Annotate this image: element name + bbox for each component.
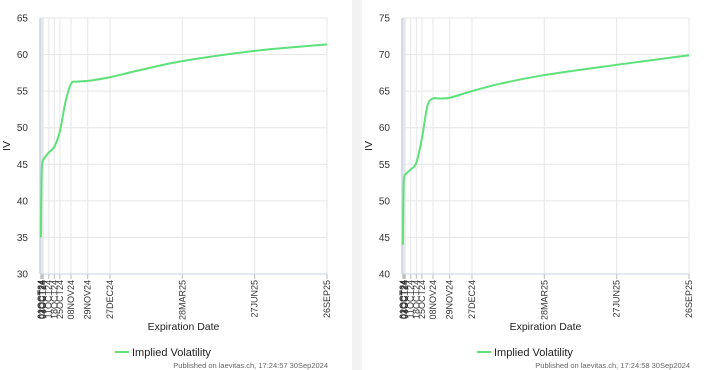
x-tick-label: 01OCT24 xyxy=(36,280,46,319)
x-tick-label: 29NOV24 xyxy=(83,280,93,320)
plot-area xyxy=(402,18,689,274)
x-tick-label: 03OCT24 xyxy=(37,280,47,319)
x-tick-label: 02OCT24 xyxy=(37,280,47,319)
y-tick-label: 50 xyxy=(379,196,391,207)
y-tick-label: 75 xyxy=(379,14,391,25)
y-tick-label: 35 xyxy=(17,233,29,244)
x-tick-label: 18OCT24 xyxy=(49,280,59,319)
x-tick-label: 27DEC24 xyxy=(467,280,477,319)
y-axis-title: IV xyxy=(1,141,13,151)
y-tick-label: 65 xyxy=(379,87,391,98)
x-tick-label: 04OCT24 xyxy=(400,280,410,319)
y-tick-label: 55 xyxy=(17,87,29,98)
x-tick-label: 27DEC24 xyxy=(105,280,115,319)
y-tick-label: 45 xyxy=(379,233,391,244)
y-tick-label: 55 xyxy=(379,160,391,171)
y-tick-label: 50 xyxy=(17,123,29,134)
x-tick-label: 29NOV24 xyxy=(445,280,455,320)
y-tick-label: 60 xyxy=(379,123,391,134)
x-tick-label: 28MAR25 xyxy=(539,280,549,320)
x-tick-label: 02OCT24 xyxy=(399,280,409,319)
y-tick-label: 65 xyxy=(17,14,29,25)
legend-label[interactable]: Implied Volatility xyxy=(494,347,573,359)
x-tick-label: 27JUN25 xyxy=(250,280,260,318)
iv-chart-left: 30 35 40 45 50 55 60 65 01OCT2402OCT2403OCT2404O… xyxy=(1,14,332,370)
x-axis-title: Expiration Date xyxy=(148,321,220,333)
x-axis-title: Expiration Date xyxy=(510,321,582,333)
x-tick-label: 18OCT24 xyxy=(411,280,421,319)
iv-chart-right: 40 45 50 55 60 65 70 75 01OCT2402OCT2403OCT2404O… xyxy=(363,14,694,370)
x-tick-label: 25OCT24 xyxy=(417,280,427,319)
x-tick-label: 08NOV24 xyxy=(66,280,76,320)
x-tick-label: 01OCT24 xyxy=(398,280,408,319)
y-tick-label: 60 xyxy=(17,50,29,61)
y-tick-label: 40 xyxy=(17,196,29,207)
x-tick-label: 26SEP25 xyxy=(322,280,332,318)
x-tick-label: 27JUN25 xyxy=(612,280,622,318)
y-tick-label: 40 xyxy=(379,270,391,281)
x-tick-label: 26SEP25 xyxy=(684,280,694,318)
panel-divider xyxy=(352,0,362,370)
x-tick-label: 28MAR25 xyxy=(177,280,187,320)
series-line-implied-volatility[interactable] xyxy=(401,54,690,245)
plot-area xyxy=(40,18,327,274)
y-tick-label: 45 xyxy=(17,160,29,171)
published-credit: Published on laevitas.ch, 17:24:57 30Sep… xyxy=(173,361,328,370)
x-tick-label: 11OCT24 xyxy=(44,280,54,318)
y-tick-label: 30 xyxy=(17,270,29,281)
legend-label[interactable]: Implied Volatility xyxy=(132,347,211,359)
x-tick-label: 04OCT24 xyxy=(38,280,48,319)
x-tick-label: 03OCT24 xyxy=(399,280,409,319)
chart-panel-right: 40 45 50 55 60 65 70 75 01OCT24 02OCT24 03OCT24 04O… xyxy=(362,0,712,370)
published-credit: Published on laevitas.ch, 17:24:58 30Sep… xyxy=(535,361,690,370)
series-line-implied-volatility[interactable] xyxy=(39,43,328,238)
y-axis-title: IV xyxy=(363,141,375,151)
chart-panel-left: 30 35 40 45 50 55 60 65 01OCT24 02OCT24 03OCT24 04O… xyxy=(0,0,350,370)
x-tick-label: 11OCT24 xyxy=(406,280,416,318)
x-tick-label: 08NOV24 xyxy=(428,280,438,320)
x-tick-label: 25OCT24 xyxy=(55,280,65,319)
y-tick-label: 70 xyxy=(379,50,391,61)
